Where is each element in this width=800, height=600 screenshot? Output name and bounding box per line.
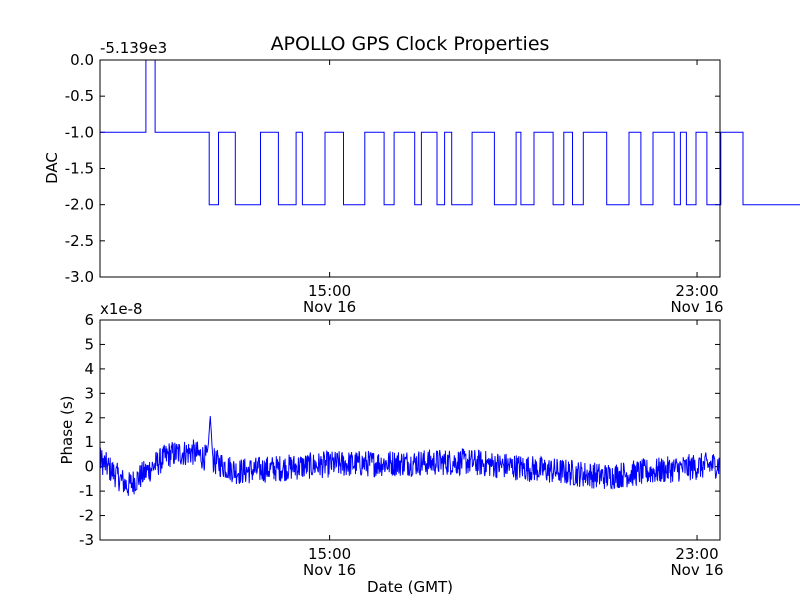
x-tick-label: 23:00	[675, 282, 718, 300]
y-tick-label: -2.0	[65, 196, 94, 214]
y-tick-label: -2	[79, 507, 94, 525]
y-tick-label: -3.0	[65, 268, 94, 286]
phase-axes-frame	[99, 319, 721, 541]
y-tick-label: 0.0	[70, 51, 94, 69]
y-tick-label: -0.5	[65, 87, 94, 105]
dac-series-line	[100, 59, 800, 206]
x-tick-label: 23:00	[675, 545, 718, 563]
x-tick-label: 15:00	[308, 282, 351, 300]
chart-title: APOLLO GPS Clock Properties	[271, 33, 550, 55]
y-tick-label: -1	[79, 482, 94, 500]
dac-y-ticks: 0.0 -0.5 -1.0 -1.5 -2.0 -2.5 -3.0	[65, 51, 720, 286]
phase-ylabel: Phase (s)	[58, 395, 76, 464]
y-tick-label: 3	[84, 384, 94, 402]
y-tick-label: -3	[79, 531, 94, 549]
dac-offset-label: -5.139e3	[100, 39, 167, 57]
x-tick-label: 15:00	[308, 545, 351, 563]
y-tick-label: 1	[84, 433, 94, 451]
x-axis-label: Date (GMT)	[367, 578, 453, 596]
y-tick-label: -2.5	[65, 232, 94, 250]
x-tick-label: Nov 16	[303, 561, 356, 579]
y-tick-label: -1.0	[65, 123, 94, 141]
y-tick-label: 0	[84, 458, 94, 476]
phase-offset-label: x1e-8	[100, 300, 143, 318]
phase-y-ticks: 6 5 4 3 2 1 0 -1 -2 -3	[79, 311, 720, 549]
dac-axes-frame	[99, 59, 721, 278]
y-tick-label: 5	[84, 335, 94, 353]
x-tick-label: Nov 16	[670, 561, 723, 579]
x-tick-label: Nov 16	[303, 298, 356, 316]
phase-series-line	[99, 416, 721, 496]
y-tick-label: 2	[84, 409, 94, 427]
dac-ylabel: DAC	[43, 152, 61, 184]
y-tick-label: -1.5	[65, 160, 94, 178]
y-tick-label: 4	[84, 360, 94, 378]
x-tick-label: Nov 16	[670, 298, 723, 316]
y-tick-label: 6	[84, 311, 94, 329]
